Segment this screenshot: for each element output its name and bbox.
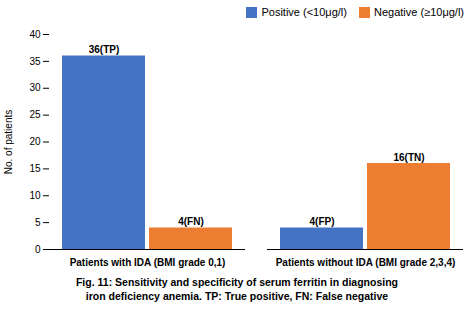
svg-text:40: 40	[29, 29, 41, 40]
html-text:iron deficiency anemia. TP: Tr: iron deficiency anemia. TP: True positiv…	[85, 290, 389, 302]
svg-text:4(FP): 4(FP)	[310, 216, 335, 227]
svg-text:20: 20	[29, 136, 41, 147]
svg-text:0: 0	[35, 244, 41, 255]
svg-text:10: 10	[29, 190, 41, 201]
html-text:Fig. 11: Sensitivity and speci: Fig. 11: Sensitivity and specificity of …	[76, 276, 398, 288]
html-text:Positive (<10μg/l): Positive (<10μg/l)	[261, 6, 347, 18]
svg-text:25: 25	[29, 109, 41, 120]
svg-text:No. of patients: No. of patients	[3, 110, 14, 174]
svg-text:Patients without IDA (BMI grad: Patients without IDA (BMI grade 2,3,4)	[276, 257, 456, 268]
svg-text:30: 30	[29, 82, 41, 93]
svg-text:15: 15	[29, 163, 41, 174]
svg-text:35: 35	[29, 56, 41, 67]
svg-text:36(TP): 36(TP)	[89, 44, 120, 55]
svg-text:16(TN): 16(TN)	[393, 152, 424, 163]
svg-text:Patients with IDA (BMI grade 0: Patients with IDA (BMI grade 0,1)	[70, 257, 226, 268]
html-text:Negative (≥10μg/l): Negative (≥10μg/l)	[374, 6, 464, 18]
svg-text:5: 5	[35, 217, 41, 228]
svg-text:4(FN): 4(FN)	[178, 216, 204, 227]
